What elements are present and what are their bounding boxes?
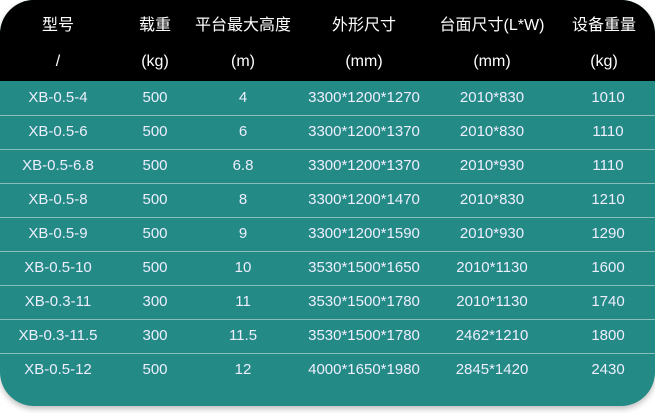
cell-load: 500 bbox=[142, 259, 168, 276]
cell-weight: 1110 bbox=[592, 157, 624, 174]
cell-height: 4 bbox=[238, 89, 248, 106]
table-row: XB-0.3-11 300 11 3530*1500*1780 2010*1130 174… bbox=[0, 285, 655, 320]
table-header: 型号 载重 平台最大高度 外形尺寸 台面尺寸(L*W) 设备重量 / (kg) … bbox=[0, 0, 655, 81]
cell-load: 300 bbox=[142, 327, 168, 344]
col-header-load: 载重 bbox=[138, 17, 172, 34]
table-row: XB-0.3-11.5 300 11.5 3530*1500*1780 2462*121… bbox=[0, 319, 655, 354]
cell-platform-size: 2010*830 bbox=[459, 89, 525, 106]
cell-platform-size: 2010*930 bbox=[459, 225, 525, 242]
cell-load: 500 bbox=[142, 89, 168, 106]
cell-load: 300 bbox=[142, 293, 168, 310]
cell-model: XB-0.5-12 bbox=[24, 361, 92, 378]
cell-model: XB-0.5-6.8 bbox=[22, 157, 94, 174]
cell-model: XB-0.5-6 bbox=[28, 123, 88, 140]
unit-height: (m) bbox=[231, 53, 255, 70]
table-row: XB-0.5-10 500 10 3530*1500*1650 2010*1130 160… bbox=[0, 251, 655, 286]
cell-platform-size: 2010*830 bbox=[459, 123, 525, 140]
table-row: XB-0.5-8 500 8 3300*1200*1470 2010*830 1210 bbox=[0, 183, 655, 218]
cell-dimensions: 3530*1500*1780 bbox=[308, 327, 420, 344]
cell-platform-size: 2010*1130 bbox=[456, 259, 528, 276]
cell-dimensions: 3300*1200*1370 bbox=[308, 123, 420, 140]
unit-weight: (kg) bbox=[590, 53, 618, 70]
cell-weight: 1600 bbox=[591, 259, 625, 276]
cell-weight: 1800 bbox=[591, 327, 625, 344]
cell-dimensions: 4000*1650*1980 bbox=[308, 361, 420, 378]
cell-dimensions: 3300*1200*1270 bbox=[308, 89, 420, 106]
col-header-weight: 设备重量 bbox=[571, 17, 637, 34]
cell-model: XB-0.5-8 bbox=[28, 191, 88, 208]
cell-load: 500 bbox=[142, 361, 168, 378]
cell-load: 500 bbox=[142, 225, 168, 242]
cell-height: 11.5 bbox=[228, 327, 258, 344]
cell-platform-size: 2462*1210 bbox=[455, 327, 529, 344]
table-row: XB-0.5-4 500 4 3300*1200*1270 2010*830 1010 bbox=[0, 81, 655, 116]
cell-weight: 1290 bbox=[591, 225, 625, 242]
cell-height: 10 bbox=[234, 259, 252, 276]
unit-model: / bbox=[55, 53, 61, 70]
cell-dimensions: 3530*1500*1780 bbox=[308, 293, 420, 310]
cell-model: XB-0.3-11.5 bbox=[18, 327, 98, 344]
header-titles: 型号 载重 平台最大高度 外形尺寸 台面尺寸(L*W) 设备重量 bbox=[0, 9, 655, 43]
cell-weight: 1740 bbox=[591, 293, 625, 310]
unit-load: (kg) bbox=[141, 53, 169, 70]
cell-weight: 2430 bbox=[591, 361, 625, 378]
cell-height: 9 bbox=[238, 225, 248, 242]
cell-platform-size: 2010*1130 bbox=[456, 293, 528, 310]
cell-platform-size: 2010*930 bbox=[459, 157, 525, 174]
cell-platform-size: 2845*1420 bbox=[455, 361, 529, 378]
cell-weight: 1110 bbox=[592, 123, 624, 140]
cell-dimensions: 3530*1500*1650 bbox=[308, 259, 420, 276]
table-row: XB-0.5-6 500 6 3300*1200*1370 2010*830 1110 bbox=[0, 115, 655, 150]
cell-load: 500 bbox=[142, 191, 168, 208]
table-row: XB-0.5-6.8 500 6.8 3300*1200*1370 2010*930 11… bbox=[0, 149, 655, 184]
col-header-platform-size: 台面尺寸(L*W) bbox=[439, 17, 545, 34]
cell-model: XB-0.5-10 bbox=[24, 259, 92, 276]
cell-dimensions: 3300*1200*1590 bbox=[308, 225, 420, 242]
cell-height: 6.8 bbox=[232, 157, 254, 174]
cell-load: 500 bbox=[142, 157, 168, 174]
col-header-height: 平台最大高度 bbox=[194, 17, 292, 34]
cell-height: 8 bbox=[238, 191, 248, 208]
cell-height: 12 bbox=[234, 361, 252, 378]
unit-dimensions: (mm) bbox=[345, 53, 383, 70]
cell-height: 11 bbox=[235, 293, 251, 310]
cell-model: XB-0.5-9 bbox=[28, 225, 88, 242]
header-units: / (kg) (m) (mm) (mm) (kg) bbox=[0, 45, 655, 79]
cell-height: 6 bbox=[238, 123, 248, 140]
cell-weight: 1010 bbox=[591, 89, 625, 106]
table-row: XB-0.5-12 500 12 4000*1650*1980 2845*1420 243… bbox=[0, 353, 655, 387]
cell-dimensions: 3300*1200*1370 bbox=[308, 157, 420, 174]
cell-weight: 1210 bbox=[591, 191, 625, 208]
cell-platform-size: 2010*830 bbox=[459, 191, 525, 208]
cell-model: XB-0.3-11 bbox=[24, 293, 92, 310]
col-header-model: 型号 bbox=[41, 17, 75, 34]
unit-platform-size: (mm) bbox=[473, 53, 511, 70]
cell-model: XB-0.5-4 bbox=[28, 89, 88, 106]
cell-dimensions: 3300*1200*1470 bbox=[308, 191, 420, 208]
col-header-dimensions: 外形尺寸 bbox=[331, 17, 397, 34]
cell-load: 500 bbox=[142, 123, 168, 140]
table-row: XB-0.5-9 500 9 3300*1200*1590 2010*930 1290 bbox=[0, 217, 655, 252]
